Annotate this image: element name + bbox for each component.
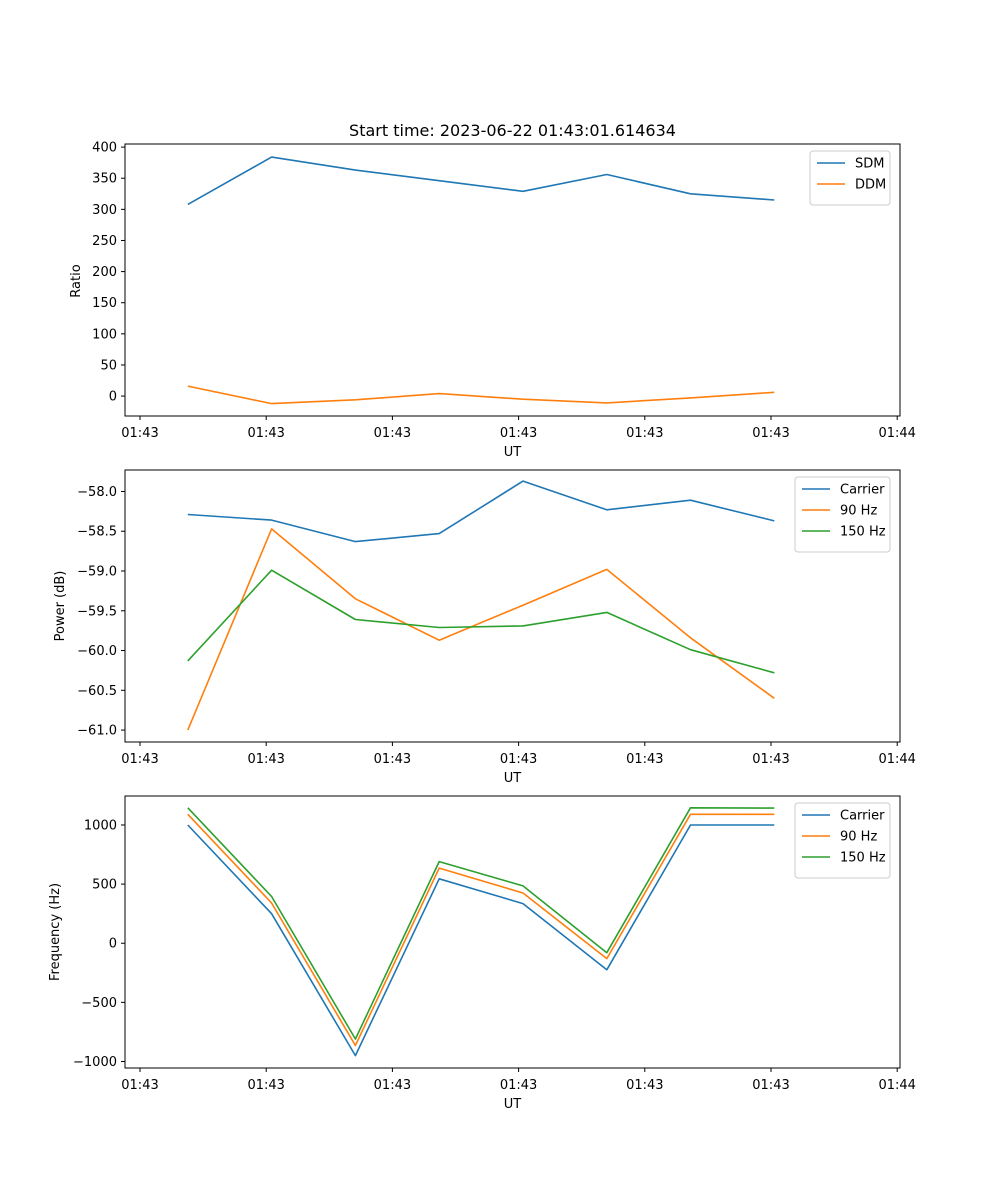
x-tick-label: 01:43 — [752, 426, 789, 441]
x-tick-label: 01:43 — [626, 752, 663, 767]
x-tick-label: 01:43 — [121, 426, 158, 441]
series-line-sdm — [187, 156, 775, 206]
legend-label: 150 Hz — [840, 525, 886, 540]
y-tick-label: 150 — [92, 296, 117, 311]
x-tick-label: 01:43 — [752, 1078, 789, 1093]
legend-box — [794, 802, 891, 879]
x-tick-label: 01:43 — [121, 1078, 158, 1093]
y-tick-label: 250 — [92, 234, 117, 249]
y-tick-label: 200 — [92, 265, 117, 280]
series-line-90-hz — [187, 528, 775, 731]
legend-label: SDM — [855, 157, 884, 172]
x-tick-label: 01:43 — [374, 752, 411, 767]
x-tick-label: 01:44 — [878, 752, 915, 767]
y-tick-label: 350 — [92, 172, 117, 187]
x-tick-label: 01:43 — [500, 426, 537, 441]
x-tick-label: 01:43 — [374, 426, 411, 441]
x-tick-label: 01:43 — [247, 426, 284, 441]
legend-label: DDM — [855, 178, 886, 193]
chart-title: Start time: 2023-06-22 01:43:01.614634 — [349, 121, 676, 140]
x-tick-label: 01:43 — [121, 752, 158, 767]
legend: SDM DDM — [809, 150, 891, 206]
y-tick-label: −59.0 — [77, 565, 117, 580]
x-tick-label: 01:43 — [500, 1078, 537, 1093]
y-tick-label: −1000 — [73, 1055, 117, 1070]
plot-frame — [124, 469, 901, 743]
plot-frame — [124, 795, 901, 1069]
legend-label: Carrier — [840, 483, 885, 498]
y-tick-label: −58.0 — [77, 485, 117, 500]
y-tick-label: 300 — [92, 203, 117, 218]
series-line-150-hz — [187, 806, 775, 1040]
legend: Carrier 90 Hz 150 Hz — [794, 476, 891, 553]
plot-frame — [124, 143, 901, 417]
series-line-ddm — [187, 385, 775, 405]
x-tick-label: 01:43 — [626, 426, 663, 441]
y-axis-label: Power (dB) — [53, 571, 68, 642]
frequency-panel: UT Frequency (Hz) −1000 −500 0 500 1000 01:43… — [48, 795, 916, 1112]
legend: Carrier 90 Hz 150 Hz — [794, 802, 891, 879]
series-line-carrier — [187, 824, 775, 1057]
x-axis-label: UT — [504, 771, 522, 786]
x-tick-label: 01:44 — [878, 426, 915, 441]
y-tick-label: 100 — [92, 327, 117, 342]
power-panel: UT Power (dB) −61.0 −60.5 −60.0 −59.5 −59.0 −… — [53, 469, 916, 786]
legend-box — [794, 476, 891, 553]
y-tick-label: 500 — [92, 878, 117, 893]
series-line-150-hz — [187, 569, 775, 674]
y-tick-label: −58.5 — [77, 525, 117, 540]
y-tick-label: −500 — [81, 996, 117, 1011]
series-line-carrier — [187, 480, 775, 543]
x-axis-label: UT — [504, 1097, 522, 1112]
x-tick-label: 01:43 — [752, 752, 789, 767]
y-tick-label: −60.0 — [77, 644, 117, 659]
x-axis-label: UT — [504, 445, 522, 460]
x-tick-label: 01:43 — [500, 752, 537, 767]
y-tick-label: −59.5 — [77, 604, 117, 619]
y-tick-label: 1000 — [84, 818, 117, 833]
legend-label: 90 Hz — [840, 504, 877, 519]
x-tick-label: 01:44 — [878, 1078, 915, 1093]
legend-label: Carrier — [840, 809, 885, 824]
y-axis-label: Frequency (Hz) — [48, 883, 63, 981]
y-tick-label: −61.0 — [77, 724, 117, 739]
y-axis-label: Ratio — [69, 264, 84, 297]
ratio-panel: Start time: 2023-06-22 01:43:01.614634 U… — [69, 121, 916, 460]
legend-label: 150 Hz — [840, 851, 886, 866]
x-tick-label: 01:43 — [374, 1078, 411, 1093]
y-tick-label: 0 — [109, 390, 117, 405]
x-tick-label: 01:43 — [247, 1078, 284, 1093]
x-tick-label: 01:43 — [626, 1078, 663, 1093]
x-tick-label: 01:43 — [247, 752, 284, 767]
y-tick-label: 400 — [92, 141, 117, 156]
y-tick-label: 50 — [100, 358, 117, 373]
y-tick-label: −60.5 — [77, 684, 117, 699]
legend-label: 90 Hz — [840, 830, 877, 845]
y-tick-label: 0 — [109, 937, 117, 952]
legend-box — [809, 150, 891, 206]
series-line-90-hz — [187, 813, 775, 1047]
